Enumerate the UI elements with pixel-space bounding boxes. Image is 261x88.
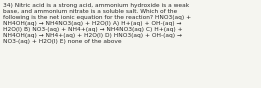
Text: 34) Nitric acid is a strong acid, ammonium hydroxide is a weak
base, and ammoniu: 34) Nitric acid is a strong acid, ammoni… [3,3,191,44]
